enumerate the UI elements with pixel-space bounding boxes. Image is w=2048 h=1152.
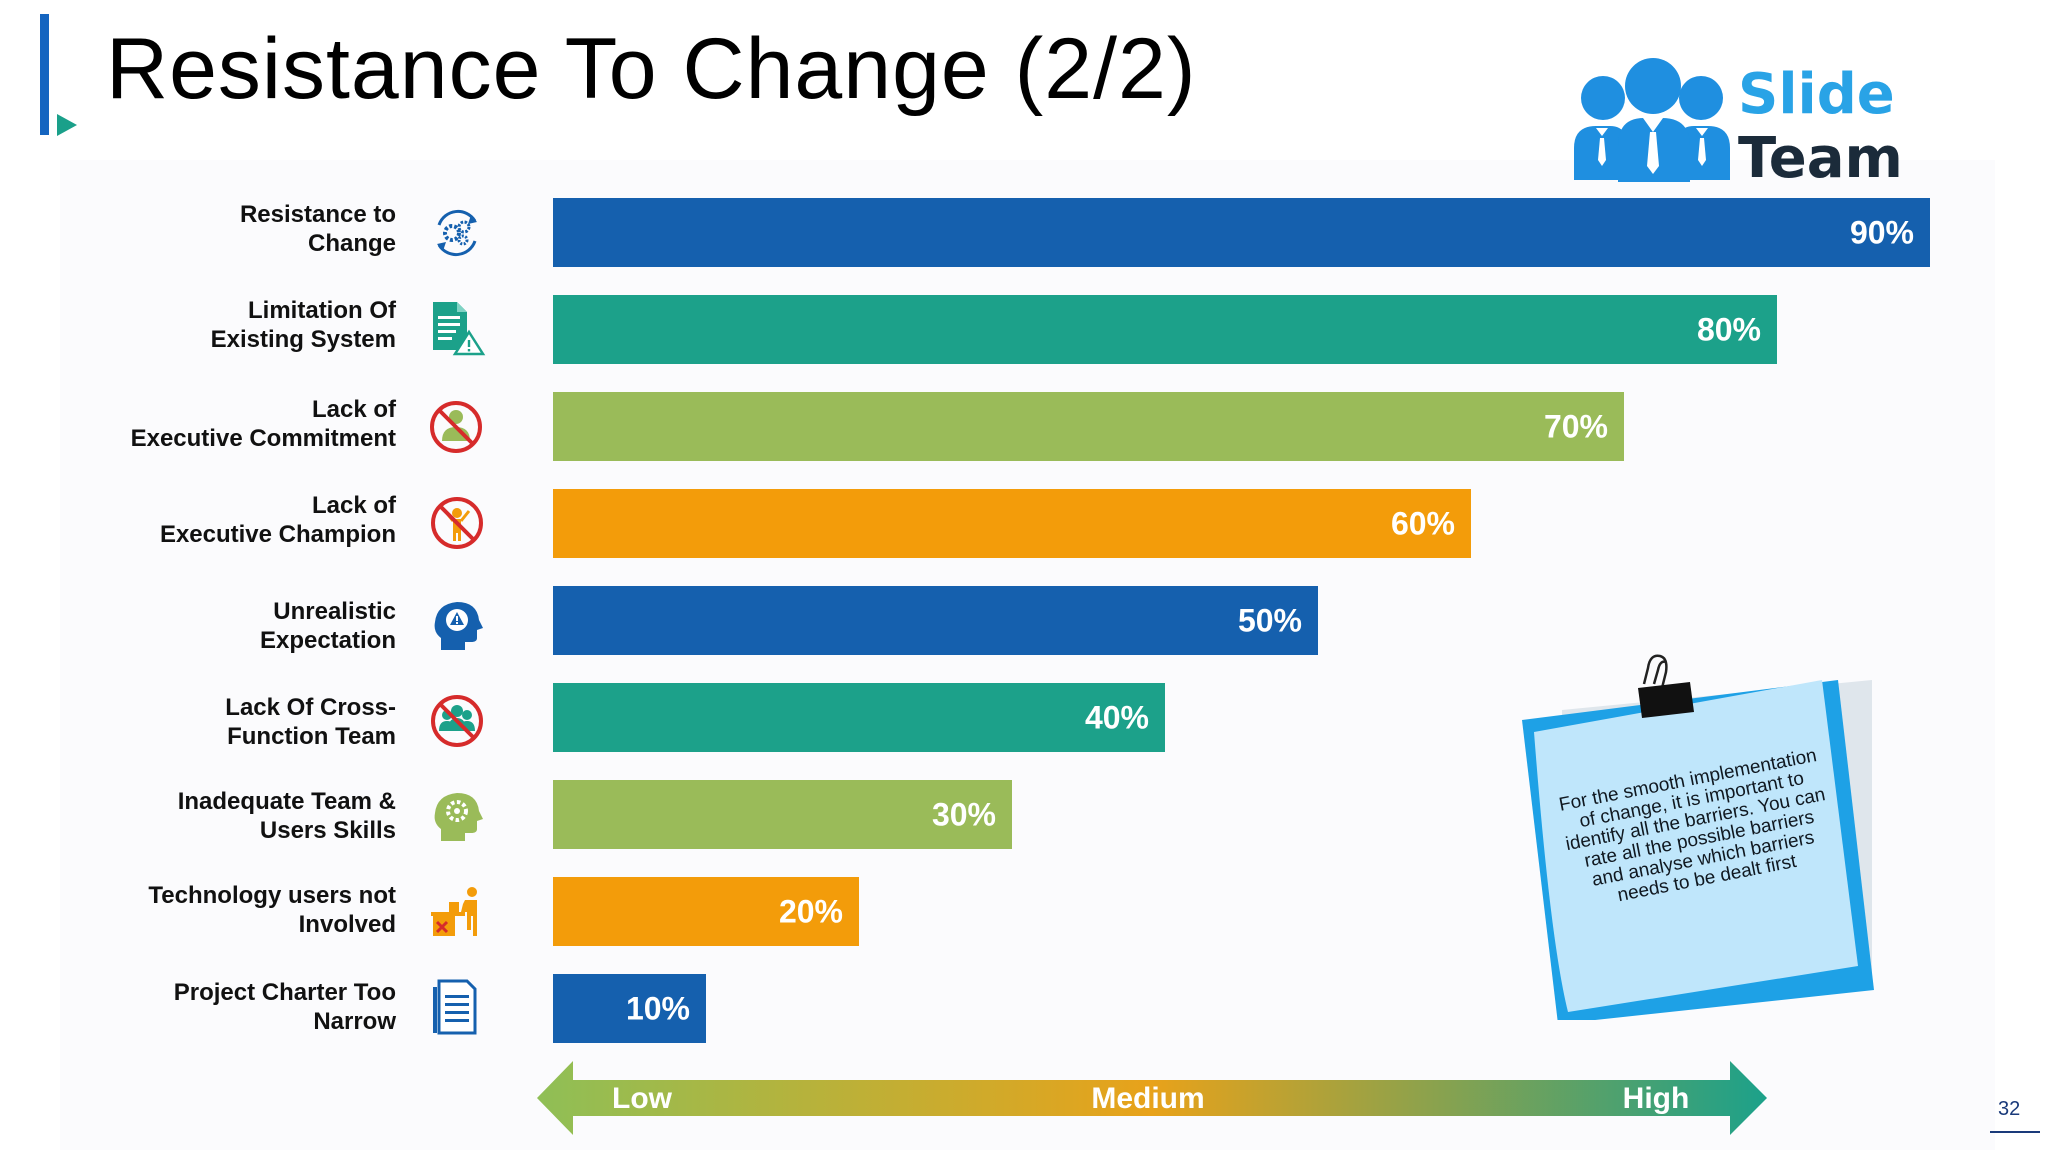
bar-1: [553, 198, 1930, 267]
bar-value-label: 30%: [932, 797, 996, 833]
bar-2: [553, 295, 1777, 364]
bar-value-label: 50%: [1238, 603, 1302, 639]
bar-5: [553, 586, 1318, 655]
bar-value-label: 10%: [626, 991, 690, 1027]
bar-6: [553, 683, 1165, 752]
bar-value-label: 40%: [1085, 700, 1149, 736]
bar-value-label: 90%: [1850, 215, 1914, 251]
bar-value-label: 80%: [1697, 312, 1761, 348]
page-number: 32: [1998, 1098, 2020, 1121]
bar-value-label: 60%: [1391, 506, 1455, 542]
scale-low-label: Low: [612, 1082, 673, 1115]
bar-value-label: 70%: [1544, 409, 1608, 445]
bar-4: [553, 489, 1471, 558]
page-number-underline: [1990, 1131, 2040, 1133]
bar-3: [553, 392, 1624, 461]
scale-arrow: Low Medium High: [537, 1061, 1767, 1135]
binder-clip-icon: [1638, 656, 1694, 718]
bar-value-label: 20%: [779, 894, 843, 930]
scale-high-label: High: [1623, 1082, 1690, 1115]
scale-medium-label: Medium: [1091, 1082, 1204, 1115]
